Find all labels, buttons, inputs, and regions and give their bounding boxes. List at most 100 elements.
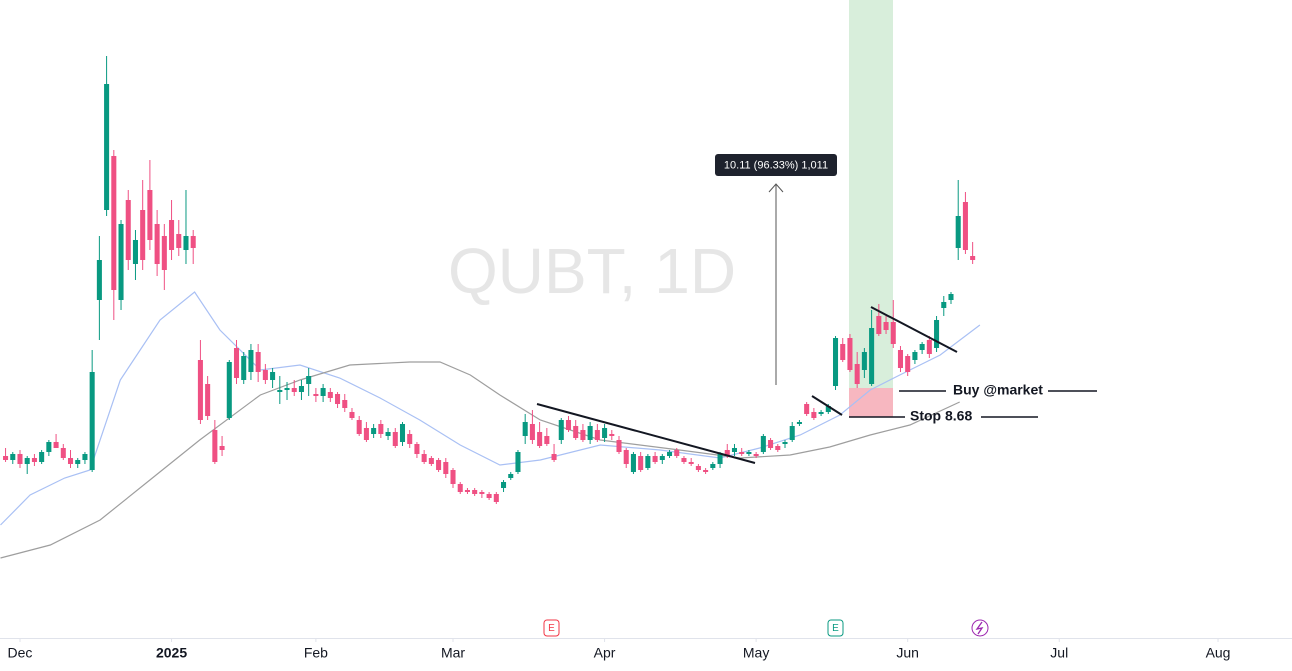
candle-body bbox=[717, 454, 723, 464]
candle-body bbox=[60, 448, 66, 458]
candle-body bbox=[652, 456, 658, 462]
candle-body bbox=[522, 422, 528, 436]
earnings-icon bbox=[543, 619, 560, 637]
candle-body bbox=[176, 234, 182, 248]
stop-label: Stop 8.68 bbox=[910, 408, 972, 424]
candle-body bbox=[342, 400, 348, 408]
candle-body bbox=[768, 440, 774, 448]
candle-body bbox=[890, 322, 896, 344]
buy-label: Buy @market bbox=[953, 382, 1043, 398]
candle-body bbox=[205, 384, 211, 416]
candle-body bbox=[320, 388, 326, 396]
candle-body bbox=[169, 220, 175, 250]
candle-body bbox=[241, 356, 247, 380]
candle-body bbox=[537, 432, 543, 446]
candle-body bbox=[140, 210, 146, 260]
candle-body bbox=[233, 348, 240, 378]
candle-body bbox=[313, 394, 319, 396]
candle-body bbox=[609, 434, 615, 436]
candle-body bbox=[739, 452, 745, 454]
candle-body bbox=[255, 352, 261, 372]
x-tick-label: Dec bbox=[8, 645, 33, 661]
candle-body bbox=[75, 460, 81, 464]
trendline bbox=[811, 395, 843, 416]
candle-body bbox=[197, 360, 203, 420]
candle-body bbox=[46, 442, 52, 452]
candle-body bbox=[804, 404, 810, 414]
candle-body bbox=[96, 260, 102, 300]
candle-body bbox=[789, 426, 795, 440]
moving-average bbox=[0, 291, 981, 526]
candle-body bbox=[443, 462, 449, 474]
candle-body bbox=[39, 452, 45, 462]
candle-body bbox=[219, 446, 225, 450]
candle-body bbox=[818, 412, 824, 414]
candle-body bbox=[248, 350, 254, 372]
candle-body bbox=[67, 458, 74, 464]
candle-body bbox=[638, 456, 644, 470]
candle-body bbox=[161, 236, 167, 270]
candle-body bbox=[111, 156, 117, 290]
candle-body bbox=[775, 446, 781, 450]
candle-body bbox=[948, 294, 954, 300]
candle-body bbox=[926, 340, 932, 354]
candle-body bbox=[154, 224, 160, 264]
x-tick-label: Aug bbox=[1206, 645, 1231, 661]
candle-body bbox=[479, 492, 485, 494]
candle-body bbox=[667, 452, 673, 456]
moving-average bbox=[0, 361, 960, 559]
candle-body bbox=[753, 454, 759, 456]
candle-body bbox=[529, 424, 535, 440]
candle-body bbox=[934, 320, 940, 348]
candle-body bbox=[919, 344, 925, 350]
candle-body bbox=[840, 344, 846, 360]
candle-body bbox=[674, 450, 680, 456]
candle-body bbox=[573, 426, 579, 438]
candle-body bbox=[464, 490, 470, 492]
candle-body bbox=[594, 430, 600, 440]
candle-body bbox=[746, 452, 752, 454]
candle-body bbox=[457, 484, 463, 492]
candle-body bbox=[941, 302, 947, 308]
candle-body bbox=[118, 224, 124, 300]
candle-body bbox=[724, 450, 730, 456]
candle-body bbox=[710, 464, 716, 468]
x-tick-label: 2025 bbox=[156, 645, 187, 661]
loss-zone bbox=[849, 388, 893, 417]
candle-body bbox=[565, 420, 572, 430]
candle-body bbox=[450, 470, 456, 484]
candle-body bbox=[681, 458, 687, 462]
split-icon-bolt bbox=[975, 621, 984, 635]
trendline bbox=[536, 403, 756, 464]
candle-body bbox=[630, 454, 636, 472]
candle-body bbox=[472, 490, 478, 494]
candle-body bbox=[587, 426, 593, 440]
candle-body bbox=[955, 216, 961, 248]
watermark: QUBT, 1D bbox=[448, 235, 736, 307]
candle-body bbox=[897, 350, 903, 368]
candle-body bbox=[356, 420, 362, 434]
candle-body bbox=[782, 442, 788, 444]
candle-body bbox=[912, 352, 918, 360]
earnings-label: E bbox=[548, 623, 555, 634]
candle-body bbox=[298, 386, 304, 392]
candle-body bbox=[147, 190, 153, 240]
candle-body bbox=[212, 430, 218, 462]
measure-arrow-head bbox=[768, 183, 784, 193]
candle-body bbox=[53, 442, 59, 448]
candle-body bbox=[832, 338, 839, 386]
candle-body bbox=[17, 454, 23, 464]
candle-body bbox=[731, 448, 738, 452]
candle-body bbox=[378, 424, 384, 434]
candle-body bbox=[883, 322, 889, 330]
candle-body bbox=[544, 436, 550, 444]
candle-body bbox=[645, 456, 651, 468]
candle-body bbox=[551, 454, 557, 460]
candle-body bbox=[703, 470, 709, 472]
x-tick-label: Jun bbox=[896, 645, 919, 661]
candle-body bbox=[623, 450, 629, 464]
candle-body bbox=[10, 454, 16, 460]
candle-body bbox=[962, 202, 968, 250]
candle-body bbox=[501, 482, 507, 488]
